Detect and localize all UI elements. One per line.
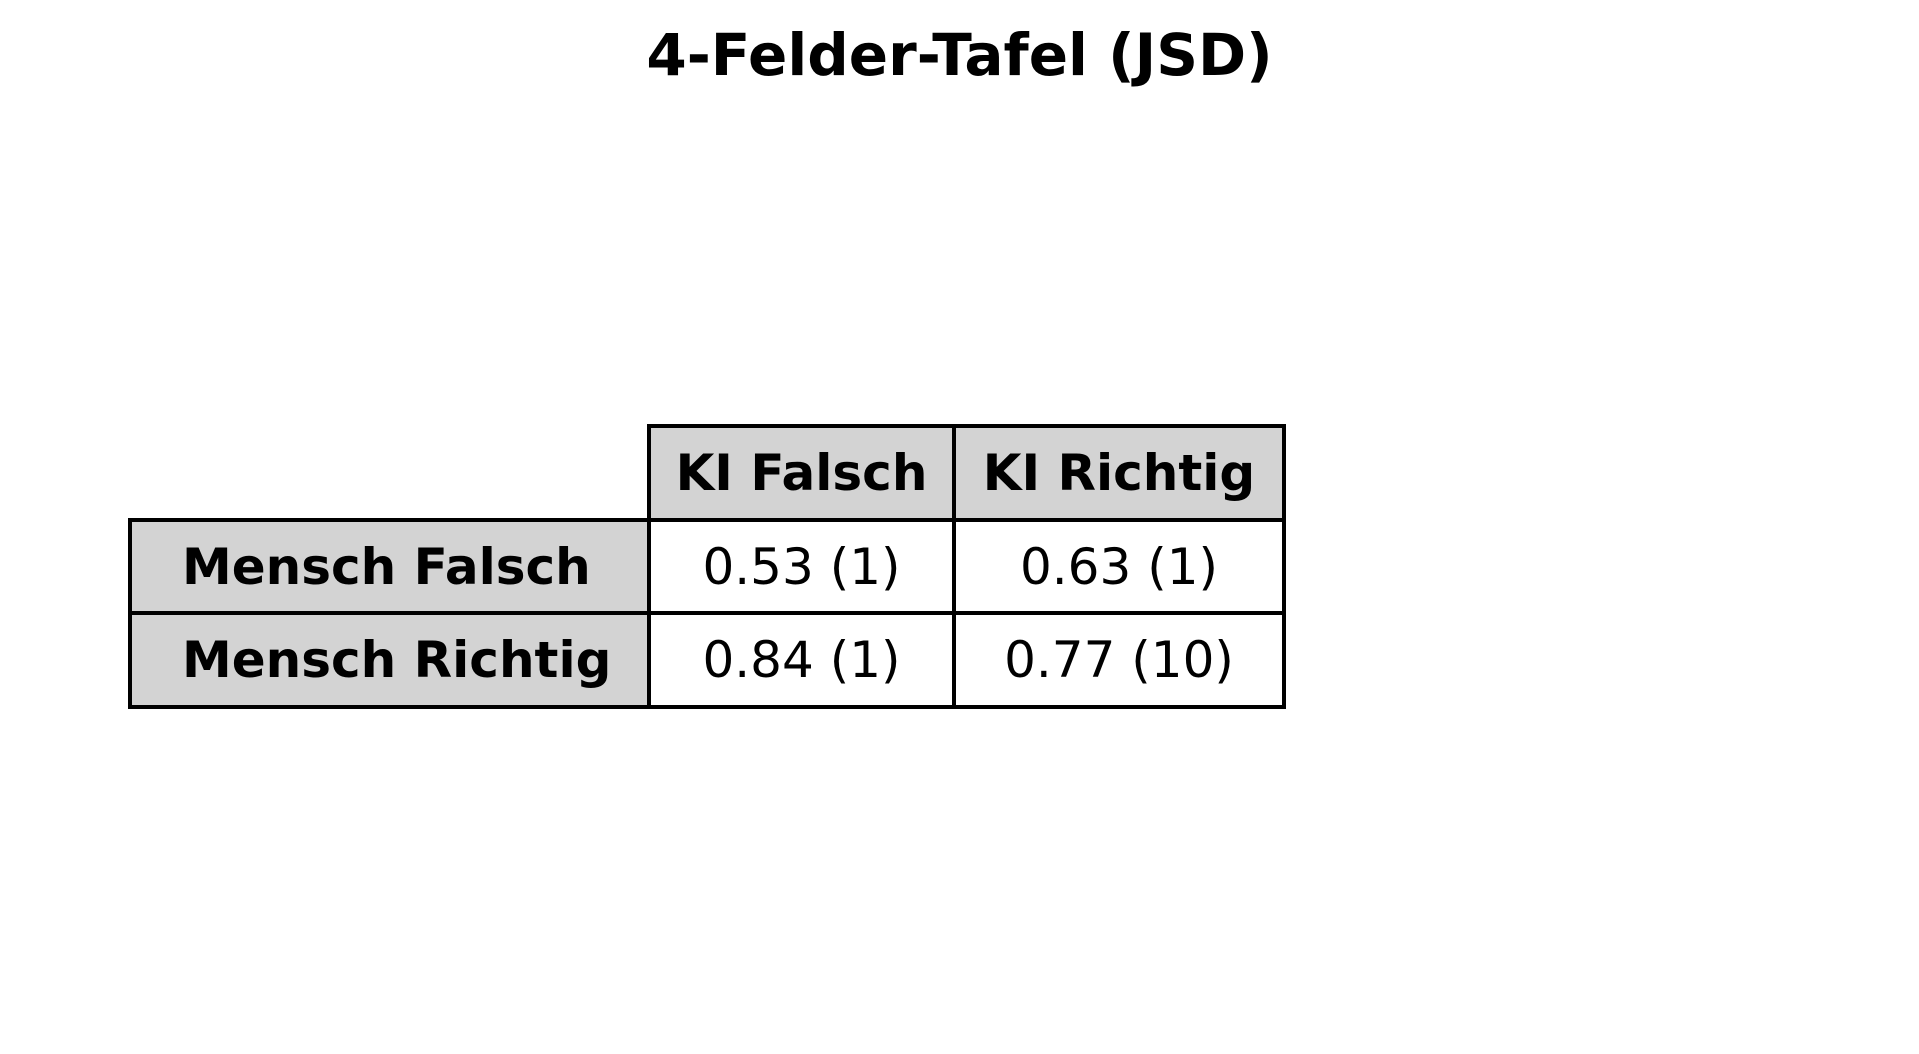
cell-mensch-richtig-ki-richtig: 0.77 (10) [954, 613, 1284, 707]
table-border-col-1 [647, 424, 651, 709]
row-header-mensch-richtig: Mensch Richtig [130, 613, 649, 707]
row-header-mensch-falsch: Mensch Falsch [130, 520, 649, 613]
table-border-header-bottom [128, 518, 1286, 522]
table-border-row-divider [128, 611, 1286, 615]
table-border-col-2 [952, 424, 956, 709]
cell-mensch-falsch-ki-richtig: 0.63 (1) [954, 520, 1284, 613]
column-header-ki-falsch: KI Falsch [649, 426, 954, 520]
table-border-top [648, 424, 1286, 428]
contingency-table: KI Falsch KI Richtig Mensch Falsch 0.53 … [128, 424, 1286, 709]
table-border-left [128, 518, 132, 709]
table-border-bottom [128, 705, 1286, 709]
chart-title: 4-Felder-Tafel (JSD) [646, 21, 1273, 89]
column-header-ki-richtig: KI Richtig [954, 426, 1284, 520]
cell-mensch-falsch-ki-falsch: 0.53 (1) [649, 520, 954, 613]
cell-mensch-richtig-ki-falsch: 0.84 (1) [649, 613, 954, 707]
table-border-right [1282, 424, 1286, 709]
